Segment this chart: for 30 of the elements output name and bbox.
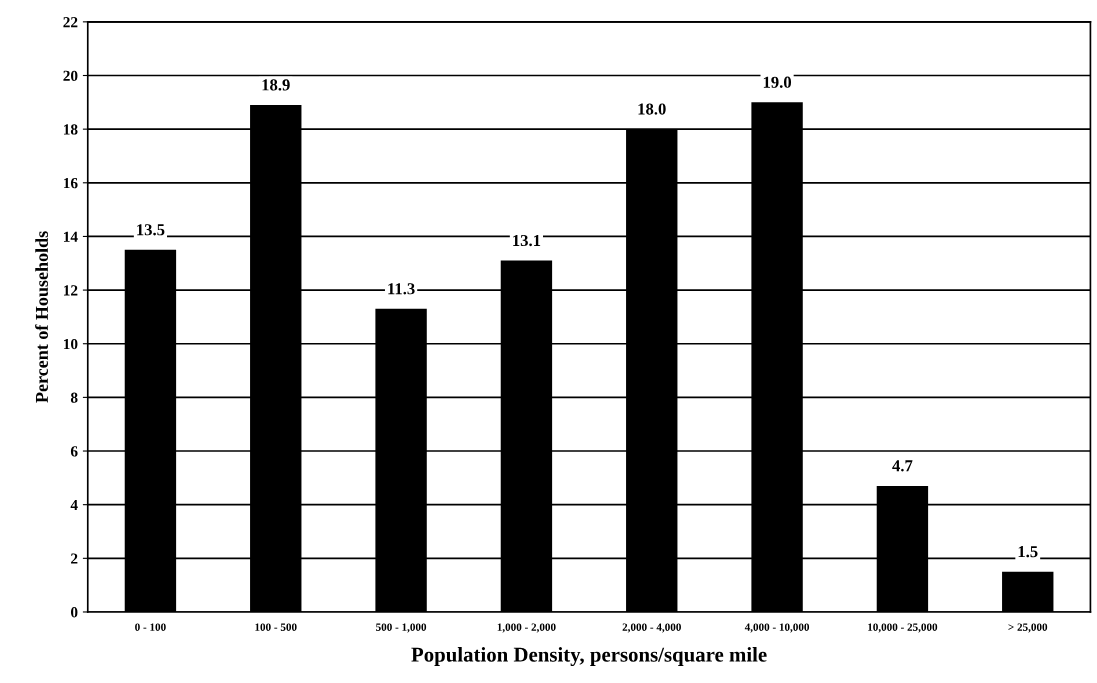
data-label: 13.1 bbox=[513, 234, 541, 247]
y-axis-title: Percent of Households bbox=[35, 231, 49, 403]
x-tick-label: 10,000 - 25,000 bbox=[868, 623, 938, 633]
data-label: 18.9 bbox=[262, 79, 290, 91]
x-tick-label: 100 - 500 bbox=[255, 623, 297, 631]
data-label: 1.5 bbox=[1018, 546, 1038, 558]
x-tick-label: > 25,000 bbox=[1008, 623, 1048, 633]
y-tick-label: 16 bbox=[63, 177, 78, 189]
y-tick-label: 8 bbox=[70, 392, 78, 403]
x-axis-title: Population Density, persons/square mile bbox=[411, 647, 767, 666]
x-tick-label: 2,000 - 4,000 bbox=[622, 623, 681, 633]
data-label: 18.0 bbox=[638, 103, 666, 115]
y-tick-label: 20 bbox=[63, 70, 78, 81]
data-label: 4.7 bbox=[892, 460, 913, 472]
x-tick-label: 1,000 - 2,000 bbox=[497, 623, 556, 633]
x-tick-label: 4,000 - 10,000 bbox=[744, 623, 810, 633]
y-tick-label: 22 bbox=[63, 17, 78, 28]
y-tick-label: 12 bbox=[63, 285, 78, 296]
y-tick-label: 0 bbox=[70, 607, 78, 618]
y-tick-label: 18 bbox=[63, 124, 78, 135]
y-tick-label: 10 bbox=[63, 338, 78, 350]
x-tick-label: 500 - 1,000 bbox=[376, 623, 427, 633]
data-label: 13.5 bbox=[137, 224, 165, 236]
y-tick-label: 2 bbox=[71, 553, 78, 564]
y-tick-label: 4 bbox=[70, 499, 78, 510]
y-tick-label: 14 bbox=[63, 231, 78, 242]
x-tick-label: 0 - 100 bbox=[135, 623, 166, 631]
data-label: 19.0 bbox=[763, 76, 792, 88]
y-tick-label: 6 bbox=[70, 446, 78, 457]
data-label: 11.3 bbox=[388, 283, 415, 295]
